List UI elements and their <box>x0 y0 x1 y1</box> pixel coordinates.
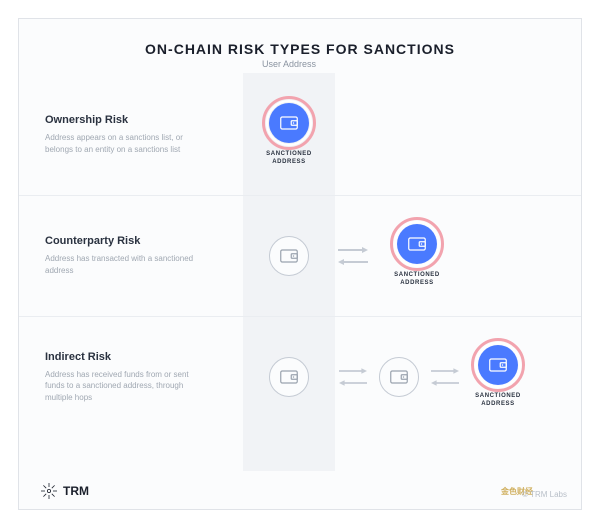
node-sanctioned: SANCTIONED ADDRESS <box>463 345 533 409</box>
row-ownership-text: Ownership Risk Address appears on a sanc… <box>19 94 227 175</box>
user-address-node <box>269 236 309 276</box>
risk-title: Counterparty Risk <box>45 235 215 247</box>
sanctioned-address-node <box>478 345 518 385</box>
row-counterparty-diagram: SANCTIONED ADDRESS <box>227 196 571 316</box>
intermediary-address-node <box>379 357 419 397</box>
sanctioned-address-node <box>269 103 309 143</box>
arrow-right-icon <box>338 246 368 254</box>
node-sanctioned: SANCTIONED ADDRESS <box>371 224 463 288</box>
risk-desc: Address has received funds from or sent … <box>45 369 195 404</box>
node-label: SANCTIONED ADDRESS <box>475 393 521 409</box>
row-counterparty: Counterparty Risk Address has transacted… <box>19 196 581 317</box>
row-indirect-diagram: SANCTIONED ADDRESS <box>227 317 571 437</box>
wallet-icon <box>280 116 298 130</box>
risk-title: Ownership Risk <box>45 114 215 126</box>
row-indirect: Indirect Risk Address has received funds… <box>19 317 581 437</box>
risk-title: Indirect Risk <box>45 351 215 363</box>
arrow-right-icon <box>339 367 367 375</box>
brand-name: TRM <box>63 484 89 498</box>
node-label: SANCTIONED ADDRESS <box>394 272 440 288</box>
node-user <box>243 236 335 276</box>
arrow-right-icon <box>431 367 459 375</box>
node-hop <box>371 357 427 397</box>
node-user <box>243 357 335 397</box>
column-header: User Address <box>243 59 335 69</box>
row-ownership-diagram: SANCTIONED ADDRESS <box>227 75 571 195</box>
arrow-left-icon <box>431 379 459 387</box>
wallet-icon <box>390 370 408 384</box>
row-counterparty-text: Counterparty Risk Address has transacted… <box>19 215 227 296</box>
risk-desc: Address appears on a sanctions list, or … <box>45 132 195 155</box>
bidirectional-arrows <box>337 246 369 266</box>
row-indirect-text: Indirect Risk Address has received funds… <box>19 331 227 424</box>
row-ownership: Ownership Risk Address appears on a sanc… <box>19 75 581 196</box>
user-address-node <box>269 357 309 397</box>
sanctioned-address-node <box>397 224 437 264</box>
arrow-left-icon <box>338 258 368 266</box>
node-sanctioned: SANCTIONED ADDRESS <box>243 103 335 167</box>
brand-footer: TRM <box>41 483 89 499</box>
bidirectional-arrows <box>429 367 461 387</box>
wallet-icon <box>489 358 507 372</box>
copyright-text: © TRM Labs <box>522 490 567 499</box>
wallet-icon <box>280 370 298 384</box>
arrow-left-icon <box>339 379 367 387</box>
wallet-icon <box>280 249 298 263</box>
content-area: User Address Ownership Risk Address appe… <box>19 75 581 437</box>
diagram-frame: ON-CHAIN RISK TYPES FOR SANCTIONS User A… <box>18 18 582 510</box>
wallet-icon <box>408 237 426 251</box>
bidirectional-arrows <box>337 367 369 387</box>
node-label: SANCTIONED ADDRESS <box>266 151 312 167</box>
risk-desc: Address has transacted with a sanctioned… <box>45 253 195 276</box>
trm-logo-icon <box>41 483 57 499</box>
